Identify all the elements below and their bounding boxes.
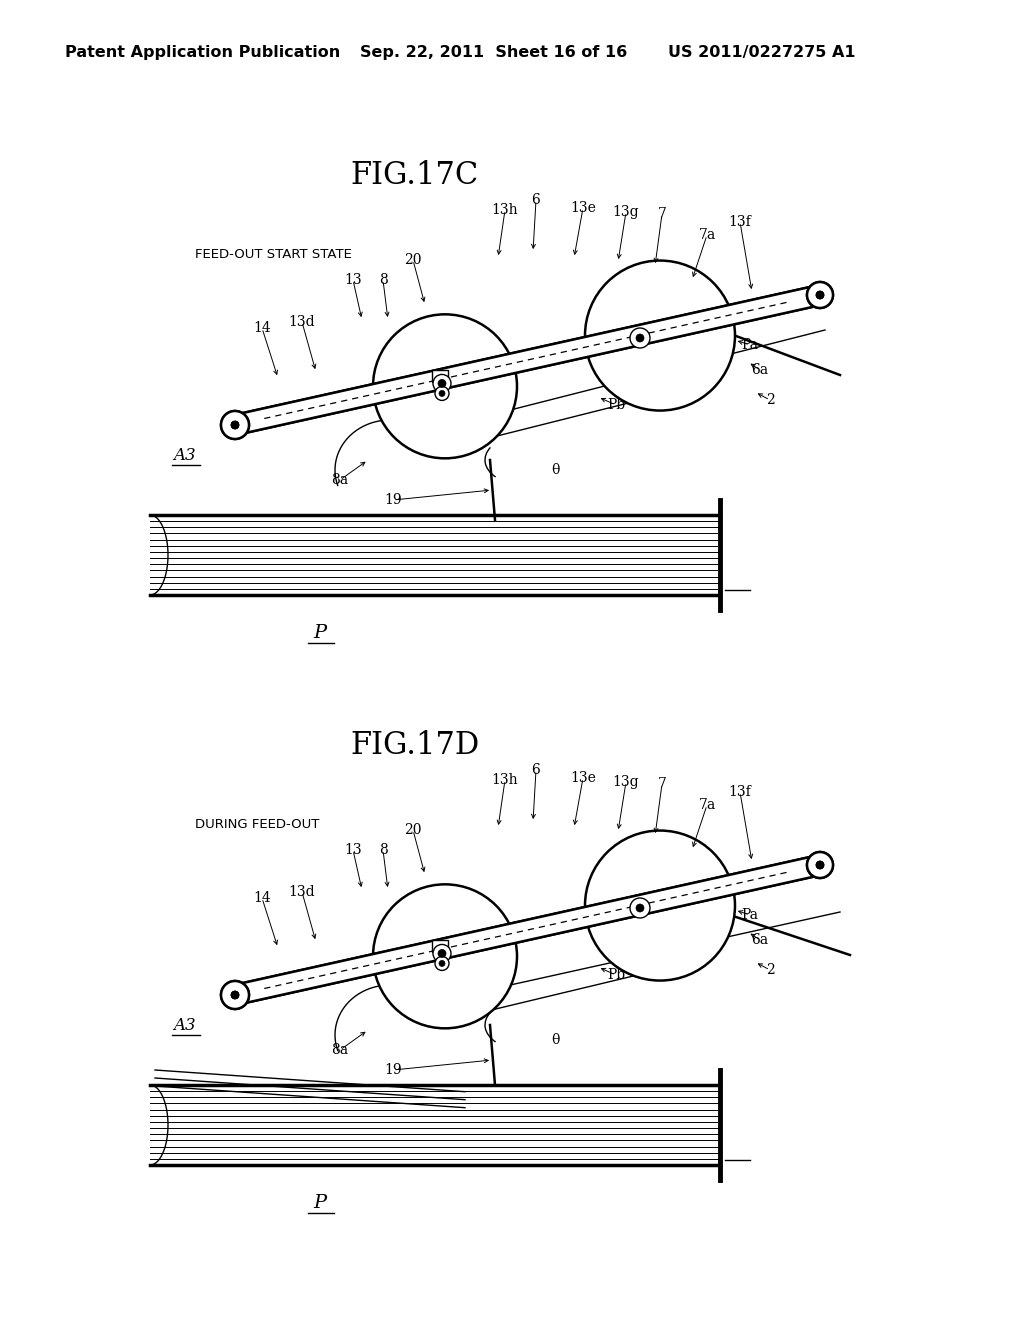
Circle shape [636, 904, 644, 912]
Circle shape [630, 898, 650, 917]
Text: 13f: 13f [729, 785, 752, 799]
Circle shape [438, 949, 446, 957]
Circle shape [231, 991, 239, 999]
Text: P: P [313, 624, 327, 642]
Text: 13: 13 [344, 273, 361, 286]
Circle shape [231, 421, 239, 429]
Text: 2: 2 [766, 393, 774, 407]
Circle shape [231, 991, 239, 999]
Circle shape [816, 290, 824, 300]
Circle shape [439, 961, 445, 966]
Text: 13h: 13h [492, 203, 518, 216]
Text: θ: θ [551, 1034, 559, 1047]
Text: FIG.17D: FIG.17D [350, 730, 479, 760]
Text: DURING FEED-OUT: DURING FEED-OUT [195, 818, 319, 832]
Circle shape [816, 861, 824, 869]
Text: 13e: 13e [570, 201, 596, 215]
Text: 13g: 13g [612, 205, 639, 219]
FancyBboxPatch shape [432, 940, 449, 953]
Text: Sep. 22, 2011  Sheet 16 of 16: Sep. 22, 2011 Sheet 16 of 16 [360, 45, 628, 59]
Text: 13h: 13h [492, 774, 518, 787]
Text: 8a: 8a [332, 473, 348, 487]
Text: Pa: Pa [741, 908, 759, 921]
Text: FEED-OUT START STATE: FEED-OUT START STATE [195, 248, 352, 261]
Text: 13f: 13f [729, 215, 752, 228]
Polygon shape [232, 285, 822, 434]
Text: 7a: 7a [698, 799, 716, 812]
Text: 13e: 13e [570, 771, 596, 785]
Circle shape [807, 851, 833, 878]
Circle shape [433, 375, 451, 392]
Text: 20: 20 [404, 822, 422, 837]
Text: θ: θ [551, 463, 559, 477]
Circle shape [221, 981, 249, 1008]
Text: 8: 8 [379, 273, 387, 286]
Text: 14: 14 [253, 891, 271, 906]
Circle shape [373, 314, 517, 458]
Text: 7a: 7a [698, 228, 716, 242]
Text: 6: 6 [531, 193, 541, 207]
Text: 6a: 6a [752, 363, 769, 378]
Circle shape [221, 981, 249, 1008]
Text: 13g: 13g [612, 775, 639, 789]
Text: 8a: 8a [332, 1043, 348, 1057]
Circle shape [231, 421, 239, 429]
Circle shape [221, 411, 249, 440]
Text: 2: 2 [766, 964, 774, 977]
Text: A3: A3 [174, 1016, 197, 1034]
FancyBboxPatch shape [432, 371, 449, 383]
Polygon shape [232, 285, 822, 434]
Circle shape [807, 282, 833, 308]
Circle shape [438, 379, 446, 388]
Text: 7: 7 [657, 777, 667, 791]
Text: Pa: Pa [741, 338, 759, 352]
Circle shape [636, 334, 644, 342]
Text: 6a: 6a [752, 933, 769, 946]
Circle shape [585, 830, 735, 981]
Circle shape [435, 387, 449, 400]
Text: US 2011/0227275 A1: US 2011/0227275 A1 [668, 45, 855, 59]
Circle shape [816, 290, 824, 300]
Circle shape [433, 944, 451, 962]
Text: 13d: 13d [289, 884, 315, 899]
Text: 19: 19 [384, 492, 401, 507]
Text: P: P [313, 1195, 327, 1212]
Circle shape [585, 260, 735, 411]
Text: Patent Application Publication: Patent Application Publication [65, 45, 340, 59]
Circle shape [630, 327, 650, 348]
Polygon shape [232, 855, 822, 1005]
Circle shape [807, 851, 833, 878]
Circle shape [435, 957, 449, 970]
Circle shape [373, 884, 517, 1028]
Circle shape [439, 391, 445, 396]
Text: 14: 14 [253, 321, 271, 335]
Text: 8: 8 [379, 843, 387, 857]
Circle shape [816, 861, 824, 869]
Text: Pb: Pb [607, 968, 625, 982]
Text: 7: 7 [657, 207, 667, 220]
Text: 6: 6 [531, 763, 541, 777]
Polygon shape [232, 855, 822, 1005]
Text: 19: 19 [384, 1063, 401, 1077]
Text: FIG.17C: FIG.17C [351, 160, 479, 190]
Circle shape [807, 282, 833, 308]
Circle shape [221, 411, 249, 440]
Text: 13d: 13d [289, 315, 315, 329]
Text: 20: 20 [404, 253, 422, 267]
Text: A3: A3 [174, 446, 197, 463]
Text: Pb: Pb [607, 399, 625, 412]
Text: 13: 13 [344, 843, 361, 857]
